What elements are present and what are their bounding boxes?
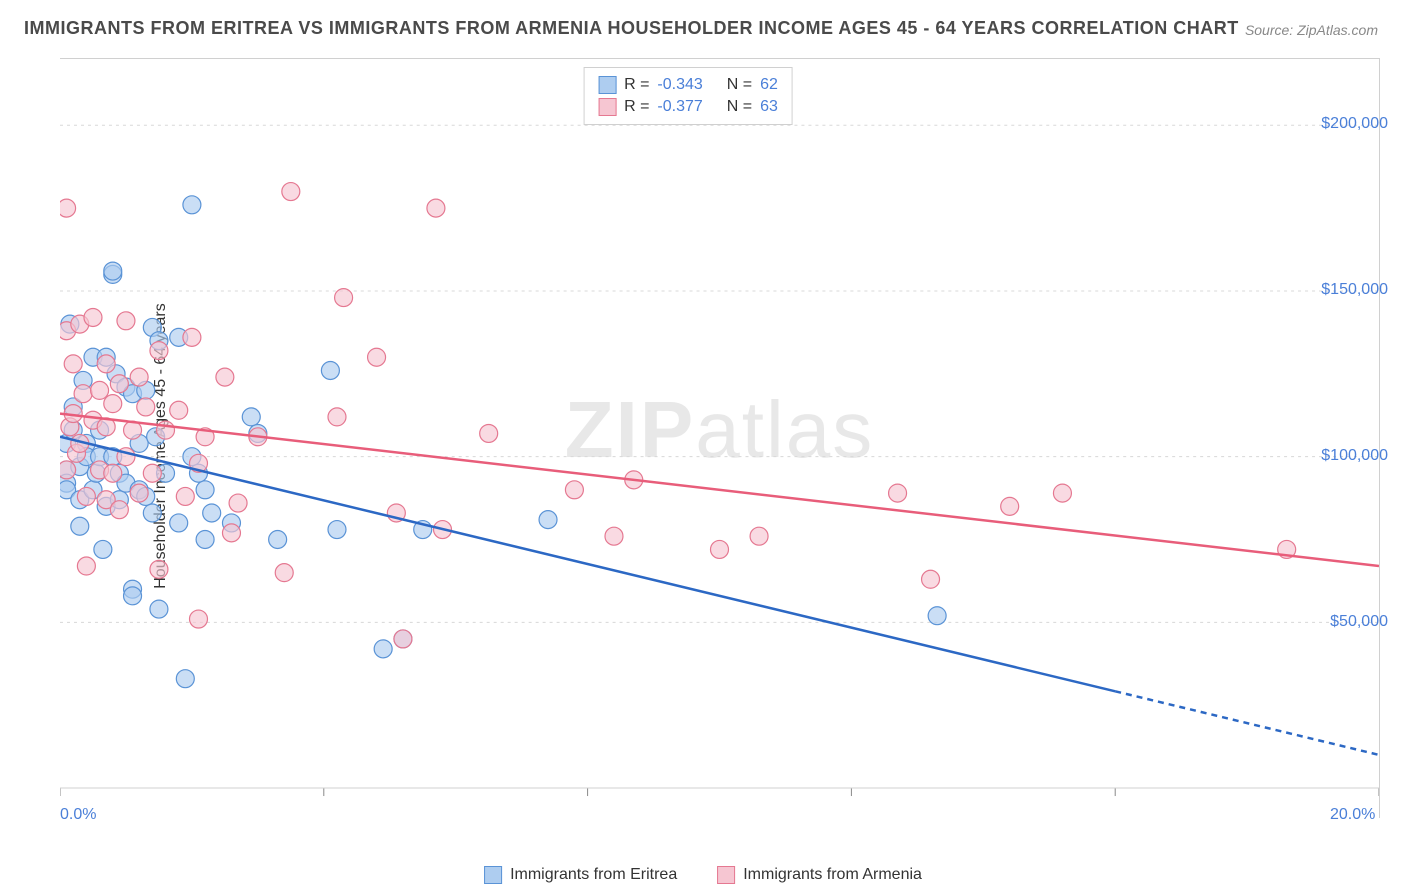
legend-swatch-armenia bbox=[717, 866, 735, 884]
legend-label-eritrea: Immigrants from Eritrea bbox=[510, 866, 677, 884]
y-tick-label: $150,000 bbox=[1321, 281, 1388, 299]
legend-item-armenia: Immigrants from Armenia bbox=[717, 866, 922, 884]
y-tick-label: $200,000 bbox=[1321, 115, 1388, 133]
n-value-armenia: 63 bbox=[760, 98, 778, 116]
y-tick-label: $50,000 bbox=[1330, 613, 1388, 631]
chart-plot-area: ZIPatlas R = -0.343 N = 62 R = -0.377 N … bbox=[60, 58, 1380, 818]
source-label: Source: bbox=[1245, 22, 1293, 38]
series-legend: Immigrants from Eritrea Immigrants from … bbox=[484, 866, 922, 884]
n-value-eritrea: 62 bbox=[760, 76, 778, 94]
r-label: R = bbox=[624, 76, 649, 94]
legend-swatch-eritrea bbox=[484, 866, 502, 884]
r-label: R = bbox=[624, 98, 649, 116]
r-value-armenia: -0.377 bbox=[657, 98, 702, 116]
correlation-legend: R = -0.343 N = 62 R = -0.377 N = 63 bbox=[583, 67, 793, 125]
source-value: ZipAtlas.com bbox=[1297, 22, 1378, 38]
swatch-armenia bbox=[598, 98, 616, 116]
x-tick-label: 0.0% bbox=[60, 806, 96, 824]
swatch-eritrea bbox=[598, 76, 616, 94]
legend-item-eritrea: Immigrants from Eritrea bbox=[484, 866, 677, 884]
r-value-eritrea: -0.343 bbox=[657, 76, 702, 94]
y-tick-label: $100,000 bbox=[1321, 447, 1388, 465]
source-attribution: Source: ZipAtlas.com bbox=[1245, 22, 1378, 38]
chart-title: IMMIGRANTS FROM ERITREA VS IMMIGRANTS FR… bbox=[24, 18, 1239, 39]
correlation-row-eritrea: R = -0.343 N = 62 bbox=[598, 74, 778, 96]
n-label: N = bbox=[727, 76, 752, 94]
x-tick-label: 20.0% bbox=[1330, 806, 1375, 824]
correlation-row-armenia: R = -0.377 N = 63 bbox=[598, 96, 778, 118]
n-label: N = bbox=[727, 98, 752, 116]
legend-label-armenia: Immigrants from Armenia bbox=[743, 866, 922, 884]
scatter-plot-svg bbox=[60, 59, 1379, 818]
